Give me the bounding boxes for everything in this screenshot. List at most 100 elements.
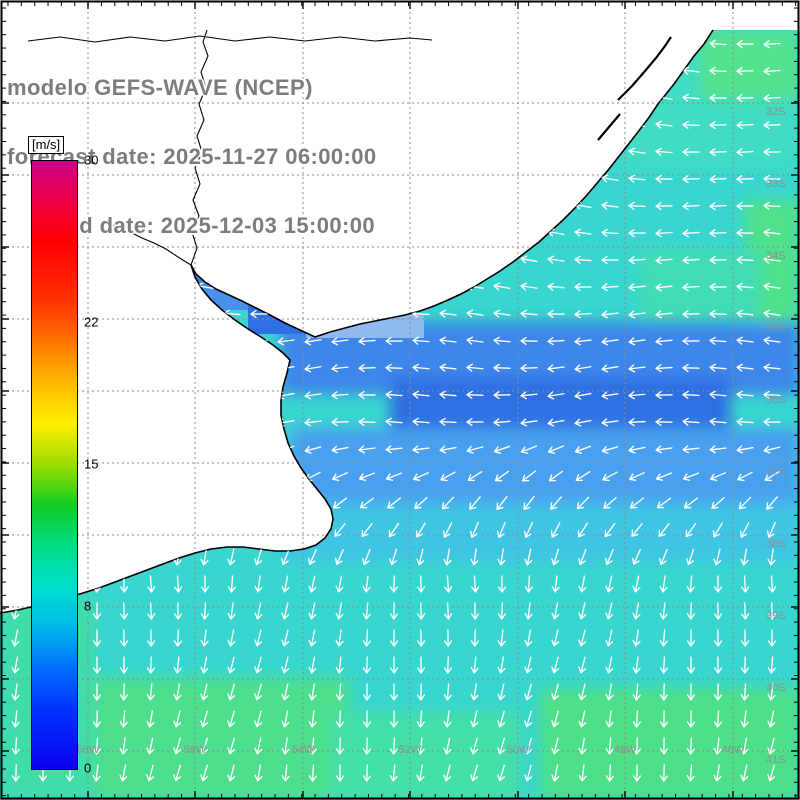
- wind-arrow: [682, 445, 700, 454]
- wind-arrow: [578, 602, 587, 620]
- wind-arrow: [659, 737, 669, 755]
- wind-arrow: [629, 472, 645, 482]
- wind-arrow: [547, 255, 565, 264]
- wind-arrow: [578, 575, 587, 593]
- wind-arrow: [632, 575, 641, 593]
- wind-arrow: [763, 336, 781, 345]
- wind-arrow: [200, 737, 209, 755]
- wind-arrow: [308, 737, 317, 755]
- wind-arrow: [281, 548, 290, 566]
- colorbar-tick-label: 0: [84, 760, 92, 776]
- wind-arrow: [120, 602, 129, 620]
- wind-arrow: [605, 602, 614, 620]
- wind-arrow: [520, 336, 538, 346]
- wind-arrow: [119, 737, 128, 755]
- wind-arrow: [763, 121, 781, 130]
- wind-arrow: [686, 737, 695, 755]
- colorbar-unit-label: [m/s]: [28, 136, 65, 154]
- field-patch: [290, 428, 800, 510]
- wind-arrow: [200, 710, 209, 728]
- wind-arrow: [173, 629, 182, 647]
- wind-arrow: [385, 390, 403, 399]
- wind-arrow: [764, 471, 780, 482]
- wind-arrow: [682, 363, 700, 373]
- wind-arrow: [277, 337, 295, 346]
- wind-arrow: [520, 364, 538, 373]
- wind-arrow: [741, 602, 750, 620]
- wind-arrow: [497, 710, 506, 728]
- wind-arrow: [709, 39, 727, 48]
- wind-arrow: [524, 548, 533, 566]
- wind-arrow: [92, 737, 101, 755]
- wind-arrow: [738, 496, 752, 510]
- wind-arrow: [250, 309, 268, 319]
- field-patch: [280, 504, 800, 562]
- wind-arrow: [412, 390, 430, 399]
- wind-arrow: [227, 575, 236, 593]
- longitude-label: 46W: [722, 744, 745, 756]
- wind-arrow: [362, 764, 371, 782]
- wind-arrow: [443, 710, 452, 728]
- wind-arrow: [389, 602, 399, 620]
- wind-arrow: [385, 417, 403, 426]
- latitude-label: 39S: [766, 610, 786, 622]
- wind-arrow: [763, 445, 781, 454]
- longitude-label: 56W: [184, 744, 207, 756]
- wind-arrow: [200, 656, 209, 674]
- latitude-label: 41S: [766, 754, 786, 766]
- wind-arrow: [439, 417, 457, 426]
- wind-arrow: [466, 336, 484, 345]
- wind-arrow: [763, 363, 781, 372]
- geo-line: [106, 221, 192, 266]
- wind-arrow: [736, 363, 754, 372]
- wind-arrow: [470, 710, 479, 728]
- wind-arrow: [466, 417, 484, 427]
- wind-arrow: [332, 497, 348, 509]
- coordinate-labels: 32S 33S 34S 35S 36S 37S 38S 39S 40S 41S 58W 56W 54W 5…: [77, 106, 786, 766]
- wind-arrow: [389, 575, 398, 593]
- wind-arrow: [736, 39, 754, 49]
- wind-arrow: [767, 683, 776, 701]
- wind-arrow: [466, 445, 484, 454]
- wind-arrow: [227, 737, 236, 755]
- wind-arrow: [740, 683, 749, 701]
- wind-arrow: [740, 710, 749, 728]
- latitude-label: 40S: [766, 682, 786, 694]
- wind-arrow: [659, 575, 668, 593]
- wind-arrow: [335, 710, 344, 728]
- wind-arrow: [659, 683, 668, 701]
- wind-arrow: [601, 174, 619, 183]
- wind-arrow: [146, 764, 155, 782]
- wind-arrow: [173, 683, 182, 701]
- wind-arrow: [304, 445, 322, 454]
- geo-line: [27, 35, 433, 43]
- wind-arrow: [443, 548, 452, 566]
- wind-arrow: [281, 764, 290, 782]
- wind-arrow: [659, 602, 668, 620]
- field-patch: [540, 688, 800, 800]
- wind-arrow: [713, 710, 722, 728]
- wind-arrow: [605, 656, 614, 674]
- longitude-label: 48W: [614, 744, 637, 756]
- wind-arrow: [359, 497, 375, 509]
- wind-arrow: [709, 417, 727, 426]
- wind-arrow: [632, 656, 641, 674]
- wind-arrow: [496, 496, 508, 510]
- wind-arrow: [466, 390, 484, 399]
- wind-arrow: [709, 282, 727, 292]
- wind-arrow: [387, 497, 401, 509]
- wind-arrow: [655, 229, 673, 238]
- wind-arrow: [578, 737, 587, 755]
- wind-arrow: [11, 656, 20, 674]
- wind-arrow: [767, 764, 776, 782]
- latitude-label: 38S: [766, 538, 786, 550]
- wind-arrow: [601, 364, 619, 373]
- wind-arrow: [92, 629, 102, 647]
- wind-arrow: [331, 418, 349, 427]
- wind-arrow: [439, 390, 457, 399]
- wind-arrow: [358, 390, 376, 400]
- wind-arrow: [412, 363, 430, 372]
- wind-arrow: [120, 629, 129, 647]
- wind-arrow: [174, 575, 183, 593]
